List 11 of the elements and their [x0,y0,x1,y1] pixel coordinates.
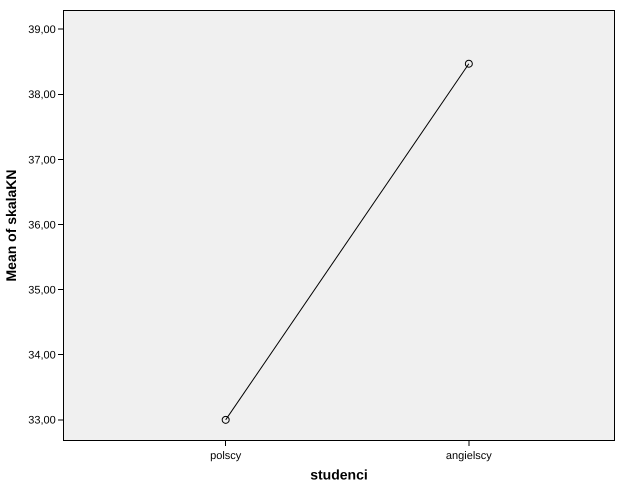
y-tick-label: 33,00 [28,414,56,427]
y-tick-label: 37,00 [28,154,56,166]
y-tick-label: 39,00 [28,24,56,36]
y-tick-label: 36,00 [28,219,56,232]
y-tick-label: 34,00 [28,350,56,362]
y-axis-title: Mean of skalaKN [2,169,19,282]
x-tick-label: angielscy [446,450,492,462]
y-tick-label: 38,00 [28,89,56,102]
x-axis-title: studenci [310,466,368,482]
x-tick-label: polscy [210,450,242,462]
y-tick-label: 35,00 [28,284,56,296]
